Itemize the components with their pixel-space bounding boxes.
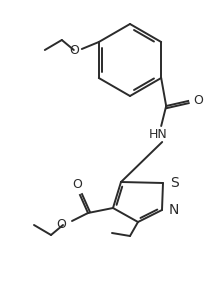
Text: HN: HN	[149, 127, 168, 141]
Text: S: S	[170, 176, 179, 190]
Text: N: N	[169, 203, 179, 217]
Text: O: O	[72, 178, 82, 191]
Text: O: O	[193, 95, 203, 107]
Text: O: O	[69, 43, 79, 56]
Text: O: O	[56, 219, 66, 232]
